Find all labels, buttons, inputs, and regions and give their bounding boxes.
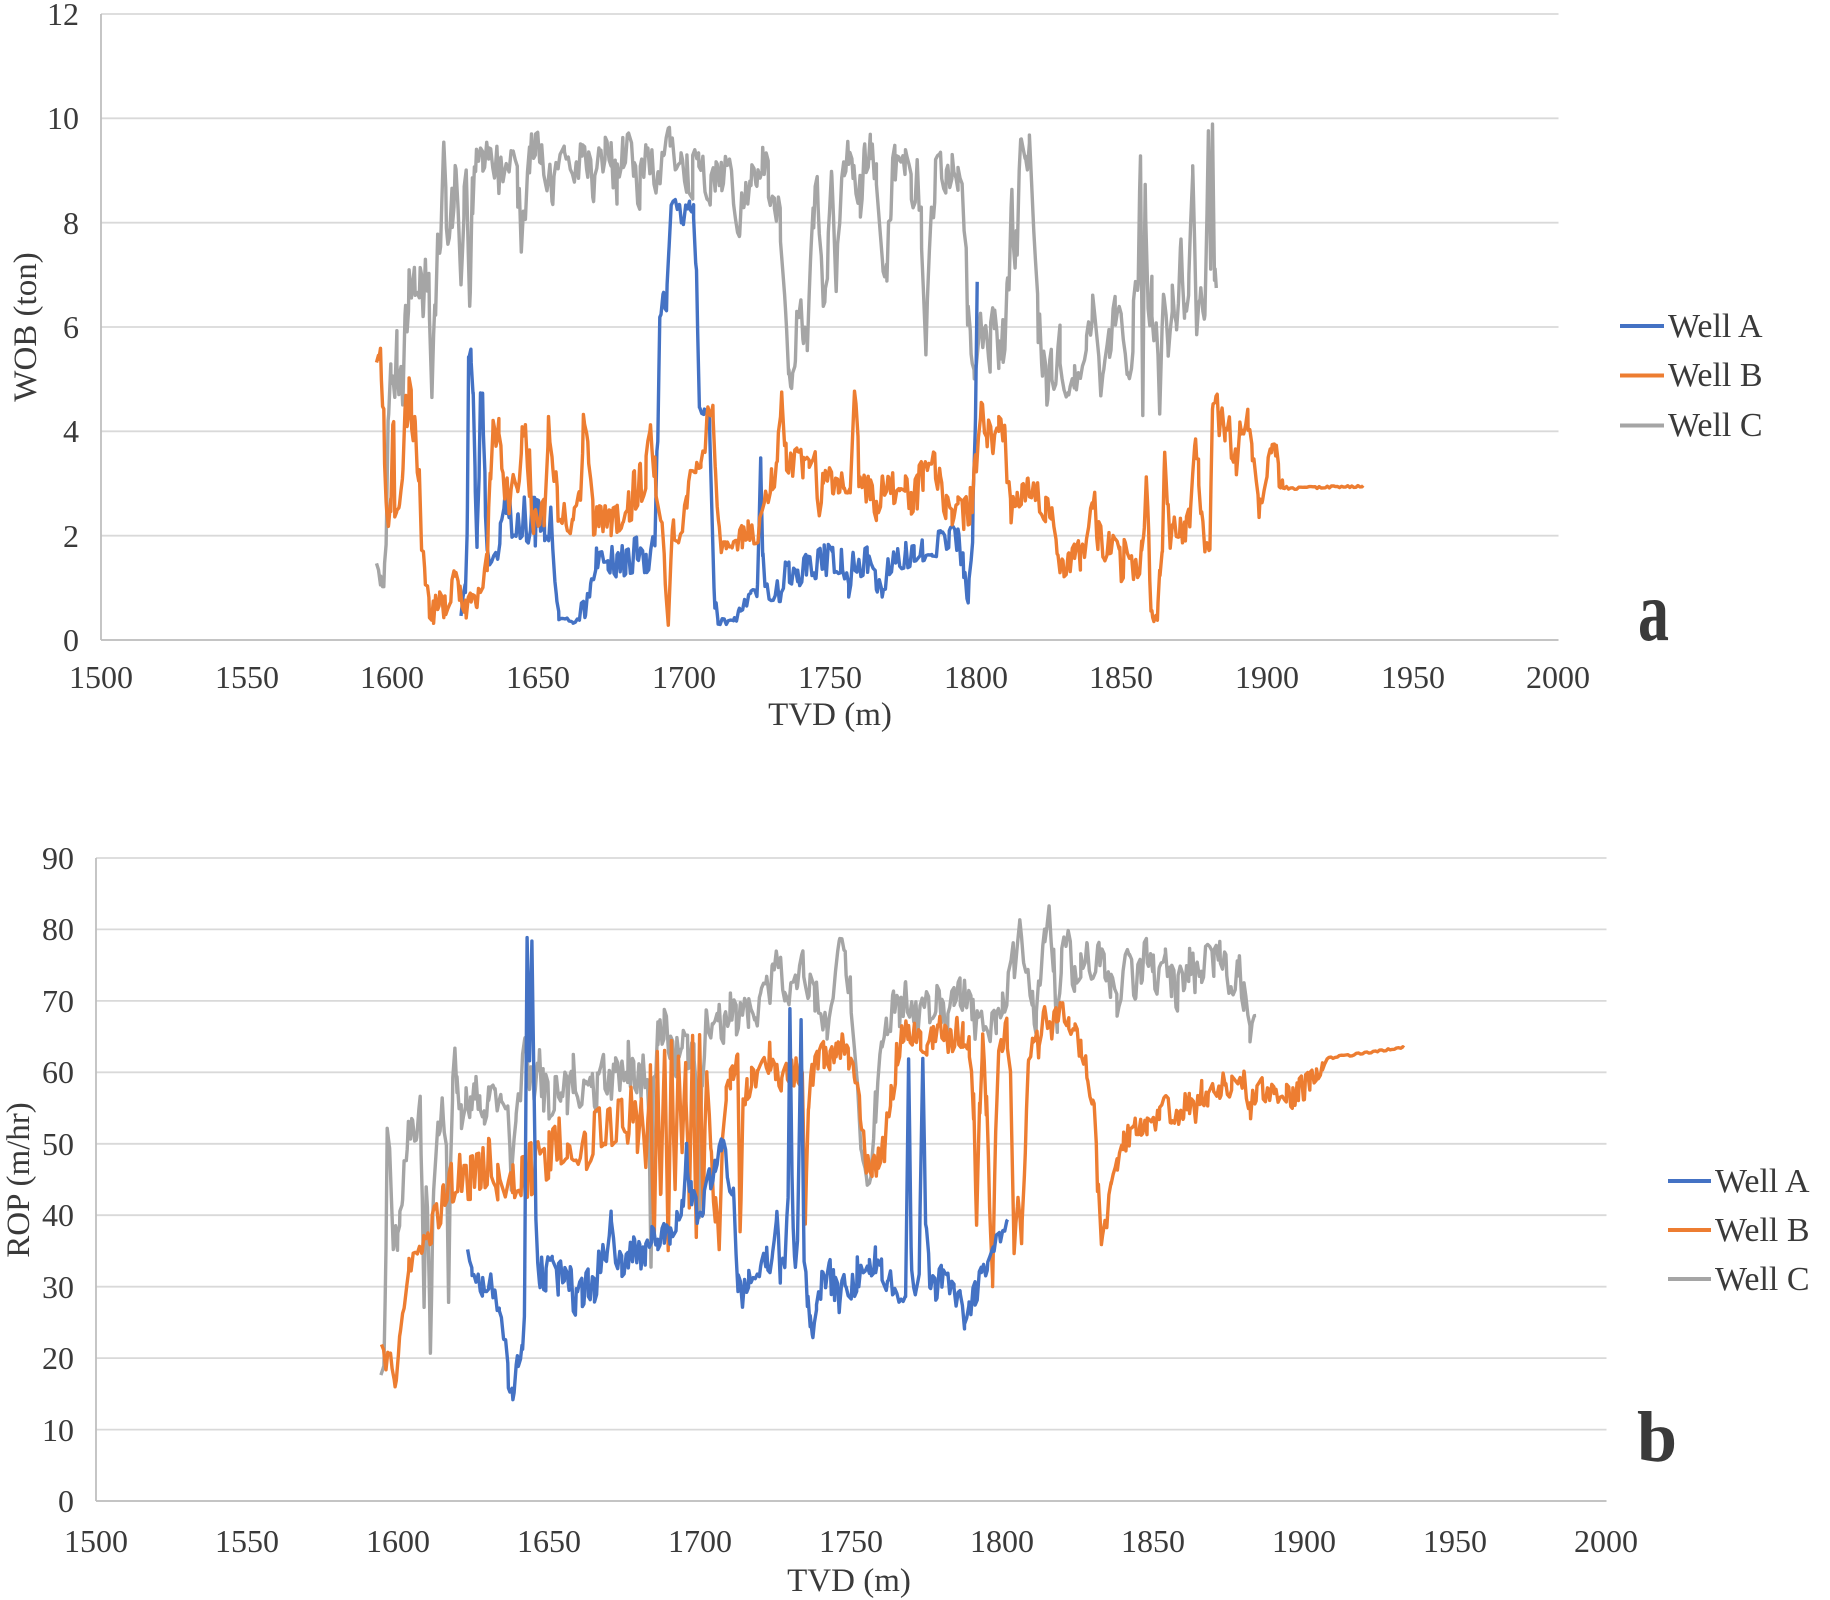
svg-text:1600: 1600 [366, 1523, 430, 1559]
svg-text:8: 8 [63, 205, 79, 241]
svg-text:0: 0 [63, 622, 79, 658]
svg-text:1850: 1850 [1089, 659, 1153, 695]
svg-text:1800: 1800 [944, 659, 1008, 695]
svg-text:1950: 1950 [1423, 1523, 1487, 1559]
svg-text:ROP (m/hr): ROP (m/hr) [1, 1102, 37, 1258]
svg-text:1750: 1750 [819, 1523, 883, 1559]
svg-text:Well A: Well A [1668, 308, 1763, 345]
svg-text:10: 10 [47, 100, 79, 136]
svg-text:Well C: Well C [1715, 1261, 1810, 1298]
svg-text:1950: 1950 [1381, 659, 1445, 695]
svg-text:1650: 1650 [506, 659, 570, 695]
svg-text:1900: 1900 [1235, 659, 1299, 695]
svg-text:60: 60 [42, 1054, 74, 1090]
svg-text:WOB (ton): WOB (ton) [8, 252, 44, 401]
svg-text:1600: 1600 [360, 659, 424, 695]
svg-text:70: 70 [42, 983, 74, 1019]
svg-text:Well B: Well B [1668, 357, 1763, 394]
svg-text:1500: 1500 [69, 659, 133, 695]
svg-text:30: 30 [42, 1269, 74, 1305]
svg-text:a: a [1638, 563, 1669, 659]
svg-text:1700: 1700 [668, 1523, 732, 1559]
svg-text:b: b [1637, 1397, 1677, 1477]
svg-text:6: 6 [63, 309, 79, 345]
svg-text:1900: 1900 [1272, 1523, 1336, 1559]
svg-text:1550: 1550 [215, 659, 279, 695]
svg-text:Well C: Well C [1668, 407, 1763, 444]
svg-text:1550: 1550 [215, 1523, 279, 1559]
svg-text:80: 80 [42, 911, 74, 947]
svg-text:1850: 1850 [1121, 1523, 1185, 1559]
svg-text:TVD (m): TVD (m) [768, 697, 892, 733]
svg-text:4: 4 [63, 413, 79, 449]
svg-text:90: 90 [42, 840, 74, 876]
svg-text:1800: 1800 [970, 1523, 1034, 1559]
svg-text:TVD (m): TVD (m) [787, 1563, 911, 1599]
svg-text:2000: 2000 [1574, 1523, 1638, 1559]
svg-text:1750: 1750 [798, 659, 862, 695]
svg-text:1500: 1500 [64, 1523, 128, 1559]
svg-text:Well A: Well A [1715, 1163, 1810, 1200]
svg-text:50: 50 [42, 1126, 74, 1162]
svg-text:2000: 2000 [1526, 659, 1590, 695]
svg-text:0: 0 [58, 1483, 74, 1519]
svg-text:2: 2 [63, 518, 79, 554]
svg-text:20: 20 [42, 1340, 74, 1376]
svg-text:Well B: Well B [1715, 1212, 1810, 1249]
svg-text:40: 40 [42, 1197, 74, 1233]
svg-text:1650: 1650 [517, 1523, 581, 1559]
svg-text:1700: 1700 [652, 659, 716, 695]
svg-text:10: 10 [42, 1412, 74, 1448]
svg-text:12: 12 [47, 0, 79, 32]
